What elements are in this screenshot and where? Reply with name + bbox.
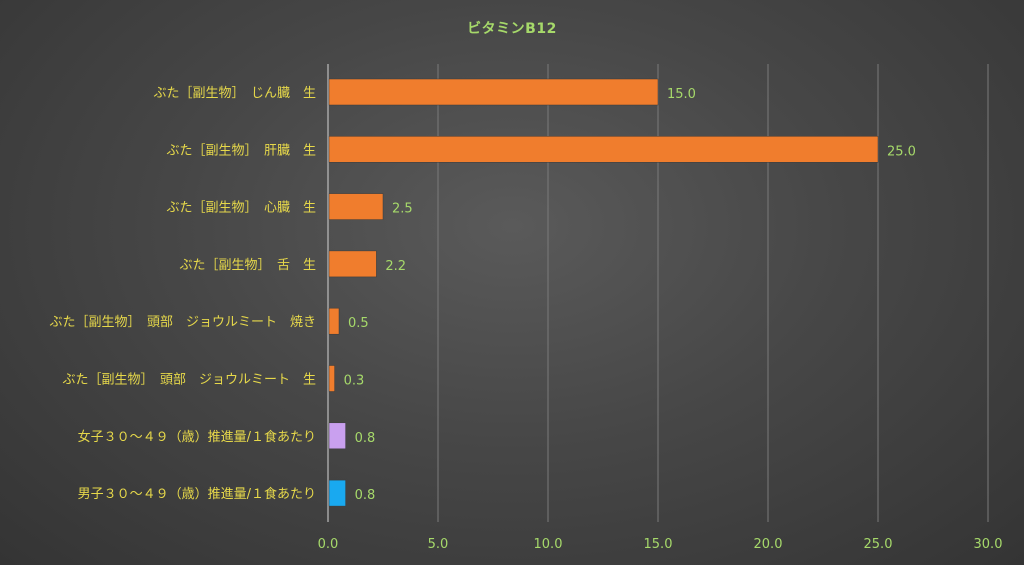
bar: [328, 136, 879, 163]
bar: [328, 78, 659, 106]
bar: [328, 250, 377, 278]
bar: [328, 365, 335, 392]
x-tick-label: 25.0: [864, 537, 893, 552]
x-tick-label: 5.0: [428, 537, 449, 552]
data-label: 25.0: [887, 144, 916, 159]
bar: [328, 193, 384, 220]
category-label: 女子３０～４９（歳）推進量/１食あたり: [78, 429, 316, 445]
category-label: ぶた［副生物］ 心臓 生: [166, 201, 316, 216]
data-label: 2.2: [385, 259, 406, 274]
bar: [328, 422, 346, 450]
data-label: 0.5: [348, 316, 369, 331]
category-label: ぶた［副生物］ 舌 生: [179, 258, 316, 273]
bar: [328, 307, 340, 335]
category-label: ぶた［副生物］ 肝臓 生: [166, 143, 316, 158]
category-label: ぶた［副生物］ じん臓 生: [153, 86, 316, 101]
data-label: 0.8: [355, 488, 376, 503]
data-label: 15.0: [667, 87, 696, 102]
x-tick-label: 0.0: [318, 537, 339, 552]
bar: [328, 479, 346, 507]
chart-title: ビタミンB12: [467, 21, 557, 37]
x-tick-label: 10.0: [534, 537, 563, 552]
x-tick-label: 15.0: [644, 537, 673, 552]
x-tick-label: 20.0: [754, 537, 783, 552]
data-label: 0.8: [355, 431, 376, 446]
data-label: 0.3: [344, 374, 365, 389]
category-label: ぶた［副生物］ 頭部 ジョウルミート 生: [62, 373, 316, 388]
x-tick-label: 30.0: [974, 537, 1003, 552]
data-label: 2.5: [392, 202, 413, 217]
category-label: 男子３０～４９（歳）推進量/１食あたり: [78, 486, 316, 502]
category-label: ぶた［副生物］ 頭部 ジョウルミート 焼き: [49, 315, 316, 330]
